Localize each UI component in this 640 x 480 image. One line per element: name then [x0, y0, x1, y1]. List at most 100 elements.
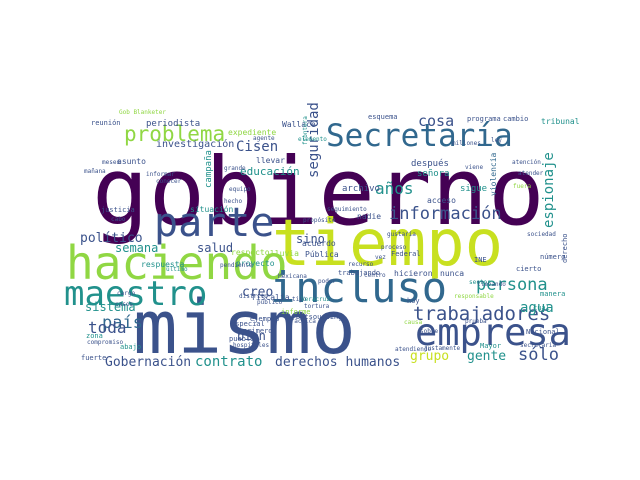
cloud-word: sector [469, 279, 491, 286]
cloud-word: responsable [454, 293, 494, 300]
cloud-word: Wallace [282, 120, 316, 129]
cloud-word: justicia [101, 206, 135, 214]
cloud-word: respecto [231, 248, 270, 257]
cloud-word: pendiente [220, 262, 253, 269]
cloud-word: incluso [270, 263, 447, 312]
cloud-word: primero [243, 327, 273, 335]
cloud-word: tiempo [272, 207, 503, 281]
cloud-word: después [411, 158, 449, 169]
cloud-word: frontera [302, 116, 309, 145]
cloud-word: fuera [513, 183, 531, 190]
cloud-word: sino [296, 232, 325, 246]
cloud-word: contrato [195, 354, 262, 370]
cloud-word: salud [197, 241, 233, 255]
cloud-word: señora [417, 169, 450, 179]
cloud-word: secretaria [520, 342, 557, 349]
cloud-word: cual [533, 304, 550, 312]
cloud-word: Gobernación [105, 355, 191, 370]
cloud-word: acuerdo [302, 239, 336, 248]
cloud-word: abajo [120, 343, 141, 351]
words-layer: gobiernomismotiempohaciendoparteinclusoe… [64, 102, 580, 371]
cloud-word: número [540, 253, 565, 261]
cloud-word: público [257, 299, 283, 306]
cloud-word: propósito [303, 217, 336, 224]
cloud-word: agua [520, 300, 554, 316]
cloud-word: investigación [156, 138, 234, 150]
cloud-word: parte [154, 200, 274, 246]
cloud-word: último [166, 266, 188, 273]
cloud-word: tribunal [541, 117, 580, 126]
cloud-word: distrito [239, 293, 268, 300]
cloud-word: tortura [304, 303, 330, 310]
cloud-word: hospitales [233, 342, 270, 349]
cloud-word: reunión [91, 119, 121, 127]
cloud-word: gobierno [92, 138, 545, 247]
cloud-word: archivo [342, 184, 380, 194]
cloud-word: atendiendo [395, 346, 432, 353]
cloud-word: recurso [348, 261, 374, 268]
cloud-word: pueblo [229, 335, 254, 343]
cloud-word: periodista [146, 119, 200, 129]
cloud-word: equipo [229, 186, 251, 193]
cloud-word: cambio [503, 115, 528, 123]
cloud-word: INE [474, 256, 487, 264]
cloud-word: ley [491, 137, 502, 144]
cloud-word: violencia [489, 152, 498, 196]
cloud-word: bien [237, 329, 266, 343]
cloud-word: proceso [381, 244, 407, 251]
cloud-word: millones [452, 140, 481, 147]
cloud-word: causa [404, 319, 422, 326]
cloud-word: problema [124, 122, 225, 146]
cloud-word: maestro [64, 274, 207, 314]
cloud-word: político [80, 231, 143, 246]
cloud-word: sigue [460, 184, 487, 194]
cloud-word: tipo [292, 296, 307, 303]
cloud-word: creo [242, 285, 273, 300]
cloud-word: cierto [516, 265, 541, 273]
cloud-word: persona [476, 275, 548, 295]
cloud-word: cabo [111, 216, 126, 223]
cloud-word: cargo [117, 290, 135, 297]
cloud-word: vez [375, 254, 386, 261]
cloud-word: cosa [418, 112, 454, 130]
cloud-word: agente [253, 135, 275, 142]
cloud-word: espionaje [541, 152, 557, 228]
cloud-word: llevando [477, 281, 506, 288]
cloud-word: haciendo [66, 236, 288, 290]
cloud-word: información [389, 204, 502, 224]
cloud-word: campaña [204, 150, 214, 188]
cloud-word: mismo [133, 285, 356, 371]
cloud-word: conocer [156, 178, 182, 185]
cloud-word: llevar [256, 156, 285, 165]
cloud-word: ejemplo [250, 315, 280, 323]
cloud-word: mañana [84, 168, 106, 175]
cloud-word: casos [115, 301, 133, 308]
cloud-word: gente [467, 349, 506, 364]
cloud-word: Pública [305, 250, 339, 259]
cloud-word: empresa [415, 311, 571, 354]
cloud-word: proyecto [236, 259, 275, 268]
cloud-word: poder [318, 278, 336, 285]
cloud-word: hecho [224, 198, 242, 205]
cloud-word: fiscalía [251, 293, 290, 302]
cloud-word: fuerte [81, 354, 106, 362]
cloud-word: hoy [407, 297, 420, 305]
cloud-word: Veracruz [301, 296, 330, 303]
cloud-word: nunca [440, 269, 464, 278]
cloud-word: educación [240, 165, 300, 178]
cloud-word: Mayor [480, 342, 501, 350]
cloud-word: semana [115, 241, 158, 255]
cloud-word: justamente [424, 345, 461, 352]
cloud-word: trabajadores [413, 303, 550, 325]
cloud-word: atención [512, 159, 541, 166]
cloud-word: informar [146, 171, 175, 178]
cloud-word: seguimiento [327, 206, 367, 213]
cloud-word: derechos humanos [275, 355, 400, 370]
cloud-word: acceso [427, 196, 456, 205]
cloud-word: asunto [117, 157, 146, 166]
cloud-word: respuesta [141, 260, 185, 269]
cloud-word: informe [281, 308, 311, 316]
cloud-word: práctica [287, 318, 316, 325]
cloud-word: lluvia [270, 249, 299, 258]
